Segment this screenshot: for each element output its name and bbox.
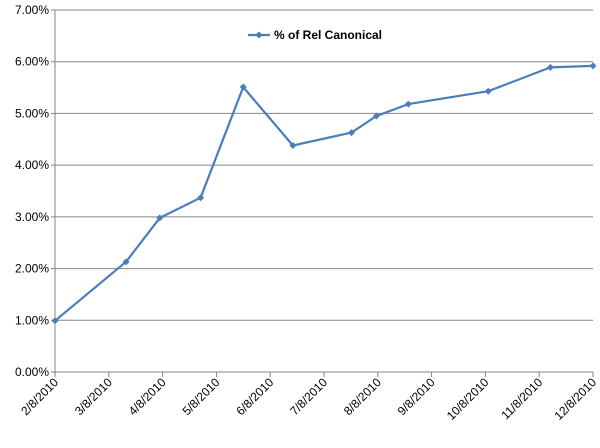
x-tick-label: 12/8/2010	[551, 375, 599, 423]
data-point-marker	[51, 317, 59, 325]
x-tick-label: 6/8/2010	[233, 375, 276, 418]
x-tick-label: 2/8/2010	[18, 375, 61, 418]
data-point-marker	[589, 62, 597, 70]
y-tick-label: 0.00%	[15, 365, 49, 379]
gridlines	[55, 9, 593, 321]
x-tick-labels: 2/8/2010 3/8/2010 4/8/2010 5/8/2010 6/8/2010…	[18, 375, 599, 423]
data-point-marker	[197, 194, 205, 202]
x-tick-label: 5/8/2010	[180, 375, 223, 418]
data-point-marker	[484, 87, 492, 95]
data-point-marker	[239, 83, 247, 91]
y-tick-label: 2.00%	[15, 262, 49, 276]
x-tick-label: 7/8/2010	[287, 375, 330, 418]
data-point-marker	[156, 214, 164, 222]
y-tick-label: 4.00%	[15, 158, 49, 172]
axes	[51, 9, 594, 377]
data-point-marker	[404, 100, 412, 108]
data-point-marker	[546, 63, 554, 71]
x-tick-label: 4/8/2010	[126, 375, 169, 418]
data-point-marker	[122, 258, 130, 266]
data-point-marker	[372, 112, 380, 120]
x-tick-label: 10/8/2010	[444, 375, 492, 423]
data-point-marker	[289, 141, 297, 149]
x-tick-label: 3/8/2010	[72, 375, 115, 418]
x-tick-label: 11/8/2010	[498, 375, 545, 422]
y-tick-label: 1.00%	[15, 313, 49, 327]
x-tick-label: 8/8/2010	[341, 375, 384, 418]
y-tick-label: 6.00%	[15, 55, 49, 69]
y-tick-labels: 0.00% 1.00% 2.00% 3.00% 4.00% 5.00% 6.00% 7.00%	[15, 3, 49, 379]
y-tick-label: 3.00%	[15, 210, 49, 224]
legend: % of Rel Canonical	[248, 28, 382, 42]
y-tick-label: 7.00%	[15, 3, 49, 17]
legend-label: % of Rel Canonical	[274, 28, 382, 42]
series-line	[54, 64, 594, 322]
y-tick-label: 5.00%	[15, 106, 49, 120]
x-tick-label: 9/8/2010	[395, 375, 438, 418]
series-group	[51, 62, 597, 325]
data-point-marker	[348, 129, 356, 137]
legend-marker-swatch	[255, 31, 263, 39]
